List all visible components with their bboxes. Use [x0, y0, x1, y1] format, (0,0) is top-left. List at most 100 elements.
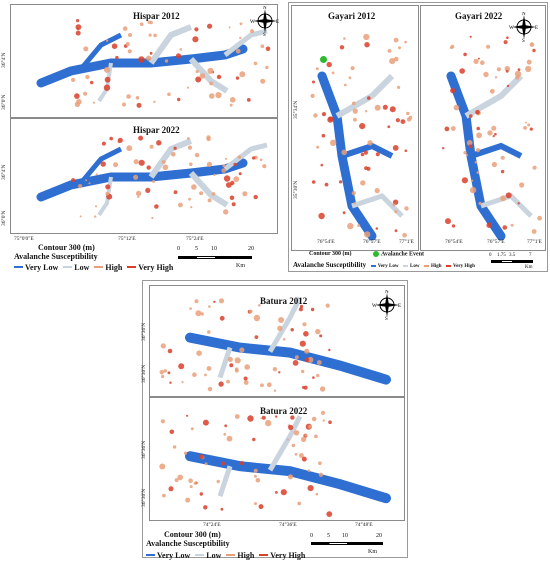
gayari-slope-patch [477, 57, 480, 60]
hispar-slope-patch [192, 36, 199, 43]
hispar-slope-patch [238, 172, 242, 176]
hispar-slope-patch [74, 93, 80, 99]
batura-slope-patch [316, 373, 320, 378]
batura-slope-patch [189, 485, 193, 489]
batura-legend-very-high: Very High [259, 551, 305, 560]
batura-slope-patch [247, 415, 254, 422]
batura-slope-patch [159, 370, 164, 375]
gayari-lon-tick-6: 77°1'E [527, 239, 542, 245]
gayari-2022-title: Gayari 2022 [455, 11, 503, 21]
gayari-legend-very-high: Very High [446, 264, 475, 269]
gayari-slope-patch [487, 130, 493, 136]
hispar-slope-patch [145, 187, 151, 193]
legend-high: High [94, 263, 122, 272]
hispar-slope-patch [173, 190, 178, 195]
batura-slope-patch [278, 317, 285, 323]
batura-slope-patch [301, 369, 305, 374]
hispar-slope-patch [186, 86, 190, 89]
batura-slope-patch [315, 328, 321, 335]
batura-scale-3: 20 [376, 533, 382, 539]
batura-slope-patch [328, 420, 332, 424]
hispar-2022-title: Hispar 2022 [133, 125, 180, 135]
batura-slope-patch [204, 462, 208, 466]
hispar-2022-glacier [36, 135, 268, 220]
hispar-slope-patch [252, 156, 256, 160]
gayari-slope-patch [471, 179, 474, 182]
gayari-slope-patch [532, 165, 537, 170]
gayari-high-label: High [430, 263, 442, 269]
batura-slope-patch [293, 430, 300, 436]
gayari-slope-patch [357, 224, 361, 227]
hispar-slope-patch [85, 179, 88, 182]
batura-slope-patch [255, 477, 261, 483]
hispar-slope-patch [253, 61, 258, 66]
gayari-slope-patch [451, 224, 456, 228]
hispar-slope-patch [137, 195, 140, 199]
gayari-slope-patch [360, 152, 365, 157]
hispar-slope-patch [187, 145, 193, 150]
batura-compass-n: N [385, 290, 389, 295]
gayari-slope-patch [364, 42, 370, 48]
hispar-slope-patch [191, 184, 197, 190]
batura-slope-patch [287, 474, 294, 480]
hispar-2012-lat-tick-1: 36°4'N [1, 52, 7, 68]
gayari-slope-patch [326, 61, 332, 68]
gayari-slope-patch [374, 104, 381, 111]
batura-slope-patch [226, 379, 230, 384]
hispar-slope-patch [126, 145, 133, 152]
gayari-low-swatch [402, 265, 408, 267]
batura-slope-patch [213, 300, 216, 303]
hispar-slope-patch [178, 202, 183, 208]
gayari-slope-patch [503, 40, 508, 45]
gayari-slope-patch [517, 202, 520, 205]
gayari-slope-patch [449, 46, 453, 50]
hispar-2012-lat-tick-2: 36°0'N [1, 94, 7, 110]
gayari-slope-patch [525, 121, 527, 124]
batura-slope-patch [169, 381, 172, 384]
hispar-2012-map: Hispar 2012 [10, 4, 278, 118]
gayari-slope-patch [331, 71, 335, 75]
gayari-slope-patch [392, 203, 396, 207]
batura-scale-2: 10 [342, 533, 348, 539]
batura-slope-patch [308, 424, 313, 429]
batura-slope-patch [311, 416, 317, 422]
hispar-panel: Hispar 2012 36°4'N 36°0'N Hispar 2022 36… [0, 0, 286, 272]
batura-slope-patch [193, 481, 197, 485]
gayari-very-high-swatch [446, 265, 451, 267]
gayari-slope-patch [463, 151, 467, 155]
gayari-slope-patch [387, 49, 392, 53]
hispar-tributary [223, 28, 268, 57]
gayari-slope-patch [502, 225, 508, 230]
hispar-slope-patch [221, 168, 226, 173]
hispar-slope-patch [179, 48, 183, 51]
gayari-slope-patch [320, 163, 324, 167]
gayari-contour-label: Contour 300 (m) [309, 251, 352, 257]
hispar-slope-patch [147, 20, 151, 24]
gayari-slope-patch [365, 110, 368, 113]
hispar-slope-patch [216, 74, 222, 80]
gayari-slope-patch [339, 45, 345, 50]
batura-slope-patch [223, 432, 227, 436]
batura-legend-low: Low [195, 551, 221, 560]
batura-slope-patch [303, 331, 309, 337]
low-label: Low [74, 262, 90, 272]
gayari-lat-tick-1: 35°34'N [293, 100, 299, 119]
gayari-slope-patch [321, 112, 327, 117]
batura-slope-patch [239, 347, 245, 353]
gayari-slope-patch [352, 108, 358, 114]
batura-slope-patch [318, 461, 322, 465]
hispar-slope-patch [152, 180, 155, 183]
gayari-slope-patch [311, 180, 316, 184]
batura-slope-patch [199, 492, 203, 496]
hispar-slope-patch [265, 46, 271, 52]
batura-slope-patch [278, 371, 281, 374]
gayari-slope-patch [404, 40, 407, 44]
hispar-slope-patch [229, 97, 236, 103]
batura-slope-patch [301, 386, 305, 389]
hispar-slope-patch [146, 165, 151, 170]
hispar-slope-patch [88, 182, 91, 185]
hispar-tributary [188, 56, 229, 94]
hispar-slope-patch [215, 92, 222, 99]
batura-slope-patch [260, 417, 263, 420]
gayari-slope-patch [375, 152, 380, 157]
